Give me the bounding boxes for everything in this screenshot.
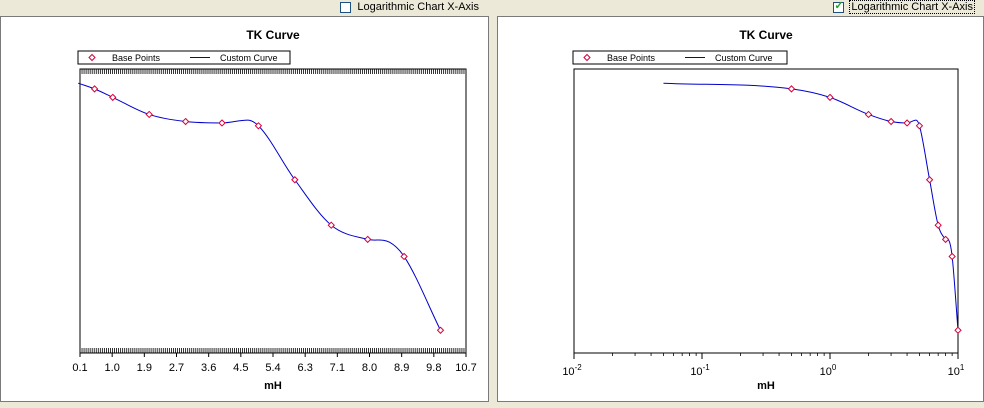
legend-label-custom-curve: Custom Curve	[715, 53, 773, 63]
legend-box	[572, 50, 788, 65]
x-tick-label: 10-2	[562, 363, 582, 378]
x-tick-label: 101	[948, 363, 965, 378]
log-axis-checkbox[interactable]: Logarithmic Chart X-Axis	[340, 0, 479, 14]
x-ticks: 0.1 1.0 1.9 2.7 3.6 4.5 5.4 6.3 7.1 8.0 8.9 9.8 10.7	[72, 69, 477, 374]
base-point-marker	[787, 85, 796, 93]
base-point-marker	[400, 252, 408, 261]
base-point-marker	[436, 326, 445, 334]
base-point-marker	[903, 119, 911, 127]
legend-label-custom-curve: Custom Curve	[220, 53, 278, 63]
check-icon: ✓	[834, 0, 844, 12]
x-tick-label: 100	[820, 363, 837, 378]
x-tick-label: 7.1	[330, 362, 345, 374]
legend: Base Points Custom Curve	[572, 50, 788, 65]
x-tick-label: 1.9	[137, 362, 152, 374]
base-point-marker	[948, 252, 956, 261]
base-point-marker	[887, 117, 895, 126]
x-ticks: 10-2 10-1 100 101	[562, 353, 965, 378]
x-axis-label: mH	[264, 380, 282, 392]
chart-title: TK Curve	[739, 28, 793, 42]
x-tick-label: 4.5	[233, 362, 248, 374]
legend-marker-base-points	[583, 53, 591, 62]
chart-frame: TK Curve Base Points Custom Curve 10-2 10-1 1…	[497, 16, 984, 402]
base-point-marker	[864, 110, 873, 119]
series-base-points	[90, 85, 445, 334]
base-point-marker	[90, 85, 99, 93]
x-tick-label: 8.9	[394, 362, 409, 374]
base-point-marker	[941, 235, 950, 244]
base-point-marker	[291, 176, 299, 184]
series-custom-curve	[78, 82, 441, 331]
base-point-marker	[327, 221, 335, 229]
checkbox-label[interactable]: Logarithmic Chart X-Axis	[357, 1, 479, 13]
x-tick-label: 5.4	[265, 362, 280, 374]
checkbox-label[interactable]: Logarithmic Chart X-Axis	[849, 0, 975, 14]
plot-area	[573, 68, 959, 354]
x-tick-label: 1.0	[105, 362, 120, 374]
x-tick-label: 3.6	[201, 362, 216, 374]
x-tick-label: 0.1	[72, 362, 87, 374]
x-tick-label: 2.7	[169, 362, 184, 374]
x-tick-label: 6.3	[298, 362, 313, 374]
tk-curve-chart-linear: TK Curve Base Points Custom Curve 0.1 1.0 1.9…	[72, 28, 477, 392]
legend-marker-base-points	[88, 53, 96, 62]
checkbox-box[interactable]	[340, 1, 352, 13]
x-tick-label: 8.0	[362, 362, 377, 374]
right-chart-panel: ✓ Logarithmic Chart X-Axis TK Curve Base …	[497, 0, 984, 404]
legend-box	[77, 50, 291, 65]
base-point-marker	[925, 176, 934, 184]
toolbar-strip	[0, 0, 489, 14]
legend-label-base-points: Base Points	[607, 53, 656, 63]
x-tick-label: 9.8	[426, 362, 441, 374]
legend-label-base-points: Base Points	[112, 53, 161, 63]
checkbox-box[interactable]: ✓	[833, 0, 845, 13]
x-tick-label: 10.7	[455, 362, 476, 374]
base-point-marker	[954, 326, 962, 334]
toolbar-strip	[497, 0, 984, 14]
base-point-marker	[934, 221, 942, 229]
legend: Base Points Custom Curve	[77, 50, 291, 65]
chart-title: TK Curve	[246, 28, 300, 42]
chart-frame: TK Curve Base Points Custom Curve 0.1 1.0 1.9…	[0, 16, 489, 402]
base-point-marker	[145, 110, 153, 119]
base-point-marker	[181, 117, 190, 126]
base-point-marker	[363, 235, 372, 244]
base-point-marker	[109, 93, 117, 102]
base-point-marker	[915, 122, 924, 130]
series-base-points	[787, 85, 962, 334]
left-chart-panel: Logarithmic Chart X-Axis TK Curve Base Po…	[0, 0, 489, 404]
base-point-marker	[826, 93, 834, 102]
base-point-marker	[218, 119, 226, 127]
x-axis-label: mH	[757, 380, 775, 392]
log-axis-checkbox[interactable]: ✓ Logarithmic Chart X-Axis	[833, 0, 975, 14]
base-point-marker	[254, 122, 263, 130]
x-tick-label: 10-1	[690, 363, 710, 378]
plot-area	[79, 68, 467, 354]
